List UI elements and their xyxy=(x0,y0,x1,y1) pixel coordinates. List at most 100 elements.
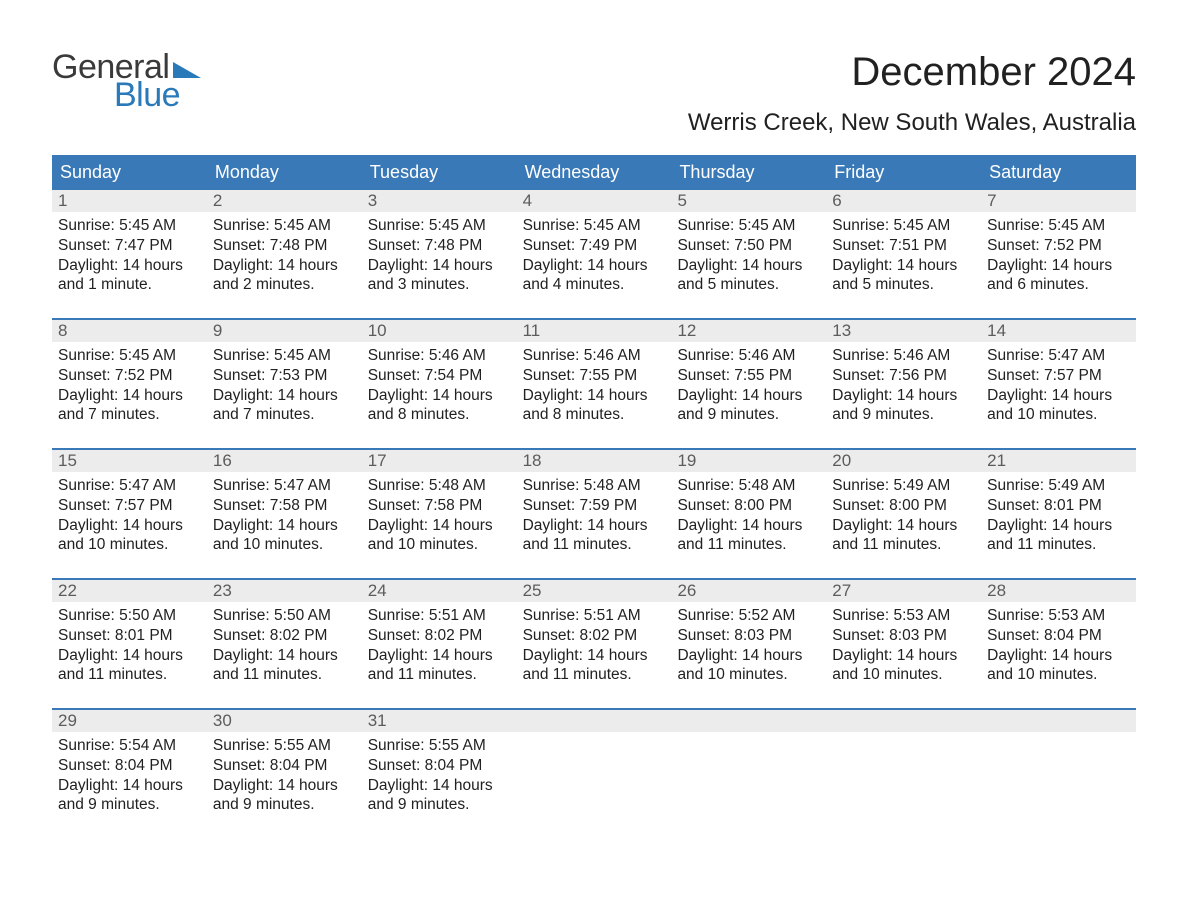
day-body: Sunrise: 5:46 AMSunset: 7:55 PMDaylight:… xyxy=(517,342,672,435)
day-number: 31 xyxy=(362,710,517,732)
sunrise-line: Sunrise: 5:47 AM xyxy=(987,346,1130,366)
day-number: 7 xyxy=(981,190,1136,212)
daylight-line: Daylight: 14 hours and 11 minutes. xyxy=(523,646,666,686)
sunset-line: Sunset: 7:56 PM xyxy=(832,366,975,386)
calendar-day: 27Sunrise: 5:53 AMSunset: 8:03 PMDayligh… xyxy=(826,580,981,708)
sunrise-line: Sunrise: 5:50 AM xyxy=(58,606,201,626)
calendar-day: 23Sunrise: 5:50 AMSunset: 8:02 PMDayligh… xyxy=(207,580,362,708)
calendar-day xyxy=(981,710,1136,838)
day-body: Sunrise: 5:48 AMSunset: 8:00 PMDaylight:… xyxy=(671,472,826,565)
calendar-day: 14Sunrise: 5:47 AMSunset: 7:57 PMDayligh… xyxy=(981,320,1136,448)
month-title: December 2024 xyxy=(688,50,1136,95)
day-body: Sunrise: 5:47 AMSunset: 7:57 PMDaylight:… xyxy=(981,342,1136,435)
sunset-line: Sunset: 8:02 PM xyxy=(213,626,356,646)
daylight-line: Daylight: 14 hours and 10 minutes. xyxy=(677,646,820,686)
calendar-day: 11Sunrise: 5:46 AMSunset: 7:55 PMDayligh… xyxy=(517,320,672,448)
weekday-header: SundayMondayTuesdayWednesdayThursdayFrid… xyxy=(52,155,1136,190)
calendar-day: 29Sunrise: 5:54 AMSunset: 8:04 PMDayligh… xyxy=(52,710,207,838)
day-body: Sunrise: 5:50 AMSunset: 8:02 PMDaylight:… xyxy=(207,602,362,695)
day-body: Sunrise: 5:51 AMSunset: 8:02 PMDaylight:… xyxy=(362,602,517,695)
weekday-label: Monday xyxy=(207,155,362,190)
day-body: Sunrise: 5:45 AMSunset: 7:48 PMDaylight:… xyxy=(362,212,517,305)
calendar-day: 20Sunrise: 5:49 AMSunset: 8:00 PMDayligh… xyxy=(826,450,981,578)
title-block: December 2024 Werris Creek, New South Wa… xyxy=(688,50,1136,137)
day-number: 23 xyxy=(207,580,362,602)
weekday-label: Wednesday xyxy=(517,155,672,190)
daylight-line: Daylight: 14 hours and 2 minutes. xyxy=(213,256,356,296)
day-body: Sunrise: 5:50 AMSunset: 8:01 PMDaylight:… xyxy=(52,602,207,695)
calendar-day: 17Sunrise: 5:48 AMSunset: 7:58 PMDayligh… xyxy=(362,450,517,578)
sunrise-line: Sunrise: 5:51 AM xyxy=(368,606,511,626)
sunrise-line: Sunrise: 5:45 AM xyxy=(523,216,666,236)
calendar-day: 10Sunrise: 5:46 AMSunset: 7:54 PMDayligh… xyxy=(362,320,517,448)
day-body xyxy=(826,732,981,746)
sunset-line: Sunset: 7:51 PM xyxy=(832,236,975,256)
calendar-day: 2Sunrise: 5:45 AMSunset: 7:48 PMDaylight… xyxy=(207,190,362,318)
calendar-day: 22Sunrise: 5:50 AMSunset: 8:01 PMDayligh… xyxy=(52,580,207,708)
calendar-day: 26Sunrise: 5:52 AMSunset: 8:03 PMDayligh… xyxy=(671,580,826,708)
daylight-line: Daylight: 14 hours and 11 minutes. xyxy=(213,646,356,686)
day-number: 20 xyxy=(826,450,981,472)
daylight-line: Daylight: 14 hours and 11 minutes. xyxy=(58,646,201,686)
daylight-line: Daylight: 14 hours and 7 minutes. xyxy=(213,386,356,426)
calendar-day: 24Sunrise: 5:51 AMSunset: 8:02 PMDayligh… xyxy=(362,580,517,708)
sunset-line: Sunset: 7:55 PM xyxy=(677,366,820,386)
daylight-line: Daylight: 14 hours and 5 minutes. xyxy=(677,256,820,296)
daylight-line: Daylight: 14 hours and 7 minutes. xyxy=(58,386,201,426)
sunrise-line: Sunrise: 5:45 AM xyxy=(213,216,356,236)
sunset-line: Sunset: 8:02 PM xyxy=(523,626,666,646)
day-number xyxy=(981,710,1136,732)
sunrise-line: Sunrise: 5:45 AM xyxy=(58,216,201,236)
day-number: 5 xyxy=(671,190,826,212)
day-number xyxy=(826,710,981,732)
calendar-day: 16Sunrise: 5:47 AMSunset: 7:58 PMDayligh… xyxy=(207,450,362,578)
daylight-line: Daylight: 14 hours and 10 minutes. xyxy=(368,516,511,556)
sunrise-line: Sunrise: 5:46 AM xyxy=(368,346,511,366)
day-number: 25 xyxy=(517,580,672,602)
sunrise-line: Sunrise: 5:45 AM xyxy=(213,346,356,366)
sunrise-line: Sunrise: 5:55 AM xyxy=(213,736,356,756)
day-number: 17 xyxy=(362,450,517,472)
sunset-line: Sunset: 7:47 PM xyxy=(58,236,201,256)
day-body: Sunrise: 5:45 AMSunset: 7:51 PMDaylight:… xyxy=(826,212,981,305)
day-body: Sunrise: 5:47 AMSunset: 7:57 PMDaylight:… xyxy=(52,472,207,565)
calendar-day: 19Sunrise: 5:48 AMSunset: 8:00 PMDayligh… xyxy=(671,450,826,578)
day-body xyxy=(517,732,672,746)
sunrise-line: Sunrise: 5:51 AM xyxy=(523,606,666,626)
calendar-week: 15Sunrise: 5:47 AMSunset: 7:57 PMDayligh… xyxy=(52,448,1136,578)
day-body: Sunrise: 5:45 AMSunset: 7:48 PMDaylight:… xyxy=(207,212,362,305)
sunset-line: Sunset: 7:57 PM xyxy=(58,496,201,516)
day-number: 28 xyxy=(981,580,1136,602)
day-number: 4 xyxy=(517,190,672,212)
calendar-week: 22Sunrise: 5:50 AMSunset: 8:01 PMDayligh… xyxy=(52,578,1136,708)
logo-wedge-icon xyxy=(173,58,205,78)
sunrise-line: Sunrise: 5:49 AM xyxy=(987,476,1130,496)
weekday-label: Friday xyxy=(826,155,981,190)
daylight-line: Daylight: 14 hours and 11 minutes. xyxy=(368,646,511,686)
day-number: 6 xyxy=(826,190,981,212)
weekday-label: Sunday xyxy=(52,155,207,190)
daylight-line: Daylight: 14 hours and 11 minutes. xyxy=(523,516,666,556)
sunset-line: Sunset: 8:04 PM xyxy=(987,626,1130,646)
sunset-line: Sunset: 7:55 PM xyxy=(523,366,666,386)
day-number: 27 xyxy=(826,580,981,602)
calendar-day: 3Sunrise: 5:45 AMSunset: 7:48 PMDaylight… xyxy=(362,190,517,318)
sunrise-line: Sunrise: 5:45 AM xyxy=(987,216,1130,236)
daylight-line: Daylight: 14 hours and 10 minutes. xyxy=(213,516,356,556)
sunset-line: Sunset: 8:04 PM xyxy=(58,756,201,776)
calendar-day: 18Sunrise: 5:48 AMSunset: 7:59 PMDayligh… xyxy=(517,450,672,578)
day-body: Sunrise: 5:45 AMSunset: 7:47 PMDaylight:… xyxy=(52,212,207,305)
weekday-label: Tuesday xyxy=(362,155,517,190)
calendar-day: 7Sunrise: 5:45 AMSunset: 7:52 PMDaylight… xyxy=(981,190,1136,318)
sunrise-line: Sunrise: 5:45 AM xyxy=(677,216,820,236)
sunset-line: Sunset: 7:48 PM xyxy=(368,236,511,256)
day-body: Sunrise: 5:48 AMSunset: 7:58 PMDaylight:… xyxy=(362,472,517,565)
calendar-day: 13Sunrise: 5:46 AMSunset: 7:56 PMDayligh… xyxy=(826,320,981,448)
daylight-line: Daylight: 14 hours and 8 minutes. xyxy=(368,386,511,426)
day-body: Sunrise: 5:52 AMSunset: 8:03 PMDaylight:… xyxy=(671,602,826,695)
sunrise-line: Sunrise: 5:48 AM xyxy=(677,476,820,496)
sunrise-line: Sunrise: 5:47 AM xyxy=(213,476,356,496)
calendar-day: 6Sunrise: 5:45 AMSunset: 7:51 PMDaylight… xyxy=(826,190,981,318)
sunrise-line: Sunrise: 5:45 AM xyxy=(58,346,201,366)
day-body: Sunrise: 5:49 AMSunset: 8:01 PMDaylight:… xyxy=(981,472,1136,565)
